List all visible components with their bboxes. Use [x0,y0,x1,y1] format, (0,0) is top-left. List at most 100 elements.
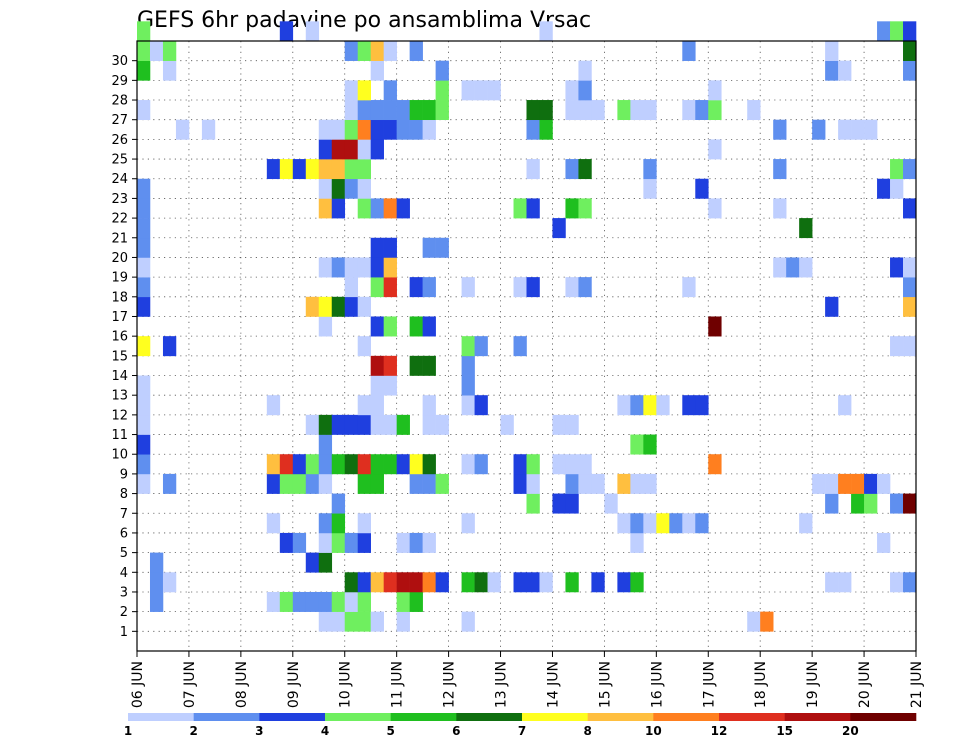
precipitation-cell [617,100,631,121]
precipitation-cell [643,473,657,494]
precipitation-cell [526,572,540,593]
precipitation-cell [825,473,839,494]
precipitation-cell [396,532,410,553]
precipitation-cell [357,591,371,612]
y-tick-label: 7 [120,507,128,522]
precipitation-cell [137,296,151,317]
precipitation-cell [903,60,917,81]
precipitation-cell [903,572,917,593]
precipitation-cell [318,552,333,573]
precipitation-cell [513,336,527,357]
precipitation-cell [890,159,904,180]
precipitation-cell [565,198,579,219]
precipitation-cell [318,532,333,553]
precipitation-cell [643,395,657,416]
precipitation-cell [357,139,371,160]
precipitation-cell [877,532,891,553]
y-tick-label: 16 [111,330,128,345]
precipitation-cell [656,395,670,416]
precipitation-cell [513,572,527,593]
precipitation-cell [422,237,436,258]
y-tick-label: 30 [111,54,128,69]
colorbar-label: 15 [776,724,793,738]
precipitation-cell [435,237,449,258]
precipitation-cell [409,100,423,121]
precipitation-cell [903,257,917,278]
precipitation-cell [461,454,475,475]
precipitation-cell [344,454,359,475]
y-tick-label: 9 [120,467,128,482]
precipitation-cell [435,80,449,101]
precipitation-cell [266,159,281,180]
precipitation-cell [344,532,359,553]
precipitation-cell [344,257,359,278]
y-tick-label: 5 [120,546,128,561]
precipitation-cell [318,611,333,632]
precipitation-cell [630,532,644,553]
precipitation-cell [266,591,281,612]
y-tick-label: 1 [120,625,128,640]
precipitation-cell [318,119,333,140]
precipitation-cell [318,513,333,534]
precipitation-cell [552,218,566,239]
precipitation-cell [344,100,359,121]
precipitation-cell [305,296,320,317]
precipitation-cell [799,257,813,278]
precipitation-cell [422,316,436,337]
precipitation-cell [422,100,436,121]
precipitation-cell [669,513,683,534]
precipitation-cell [578,473,592,494]
precipitation-cell [513,277,527,298]
precipitation-cell [370,60,384,81]
plot-frame [136,40,917,652]
precipitation-cell [825,572,839,593]
precipitation-cell [357,178,371,199]
precipitation-cell [357,119,371,140]
precipitation-cell [396,454,410,475]
precipitation-cell [357,80,371,101]
precipitation-cell [773,257,787,278]
colorbar-segment [390,713,457,721]
precipitation-cell [435,100,449,121]
precipitation-cell [370,395,384,416]
precipitation-cell [526,277,540,298]
precipitation-cell [552,454,566,475]
precipitation-cell [370,257,384,278]
y-tick-label: 23 [111,192,128,207]
precipitation-cell [591,473,605,494]
colorbar-segment [784,713,851,721]
precipitation-cell [539,100,553,121]
precipitation-cell [331,532,346,553]
precipitation-cell [630,473,644,494]
precipitation-cell [838,473,852,494]
precipitation-cell [695,395,709,416]
precipitation-cell [695,178,709,199]
precipitation-cell [137,60,151,81]
precipitation-cell [526,454,540,475]
precipitation-cell [357,100,371,121]
precipitation-cell [344,80,359,101]
precipitation-cell [137,178,151,199]
precipitation-cell [864,119,878,140]
precipitation-cell [487,80,501,101]
precipitation-cell [370,139,384,160]
precipitation-cell [383,572,397,593]
precipitation-cell [292,159,307,180]
precipitation-cell [838,395,852,416]
precipitation-cell [370,611,384,632]
precipitation-cell [825,41,839,61]
precipitation-cell [331,454,346,475]
precipitation-cell [305,591,320,612]
y-tick-label: 12 [111,408,128,423]
precipitation-cell [149,572,164,593]
precipitation-cell [513,473,527,494]
precipitation-cell [825,60,839,81]
y-tick-label: 13 [111,389,128,404]
precipitation-cell [526,100,540,121]
precipitation-cell [409,277,423,298]
precipitation-cell [903,296,917,317]
precipitation-cell [357,473,371,494]
precipitation-cell [137,41,151,61]
precipitation-cell [370,473,384,494]
precipitation-cell [890,21,904,42]
